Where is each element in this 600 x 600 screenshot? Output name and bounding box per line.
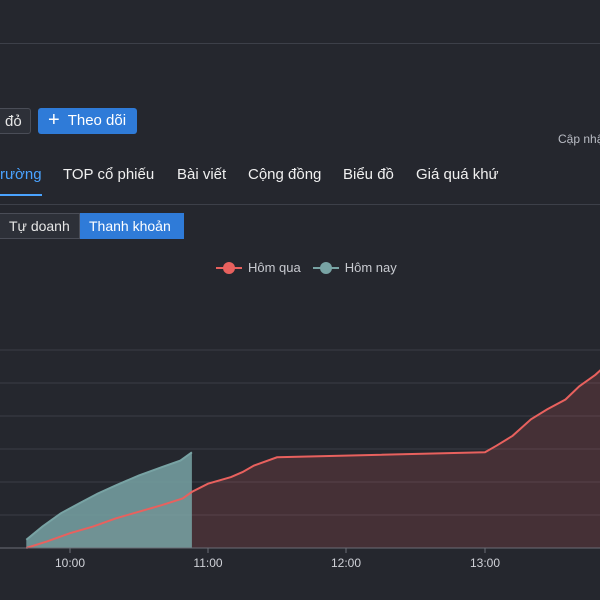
subtab-liquidity[interactable]: Thanh khoản (80, 213, 184, 239)
active-tab-indicator (0, 194, 42, 196)
top-bar (0, 0, 600, 44)
x-tick-label: 12:00 (331, 556, 361, 570)
x-tick-label: 11:00 (193, 556, 222, 570)
legend-yesterday[interactable]: Hôm qua (216, 260, 301, 275)
x-tick-label: 10:00 (55, 556, 85, 570)
follow-button[interactable]: + Theo dõi (38, 108, 137, 134)
x-tick-label: 13:00 (470, 556, 500, 570)
legend-today[interactable]: Hôm nay (312, 260, 397, 275)
tab-market[interactable]: rường (0, 166, 42, 183)
action-row: đỏ + Theo dõi (0, 108, 600, 136)
subtab-proprietary[interactable]: Tự doanh (0, 213, 80, 239)
partial-button[interactable]: đỏ (0, 108, 31, 134)
tab-articles[interactable]: Bài viết (177, 166, 227, 183)
legend-today-label: Hôm nay (344, 260, 397, 275)
partial-button-label: đỏ (5, 113, 22, 130)
series-line-1[interactable] (25, 451, 193, 541)
plus-icon: + (48, 109, 60, 131)
tab-charts[interactable]: Biểu đồ (343, 166, 394, 183)
x-axis: 10:00 11:00 12:00 13:00 (0, 547, 600, 570)
series-line-0[interactable] (25, 367, 600, 549)
tab-past-prices[interactable]: Giá quá khứ (416, 166, 499, 183)
chart-lines (25, 367, 600, 549)
updated-timestamp: Cập nhậ (558, 132, 600, 146)
tab-community[interactable]: Cộng đồng (248, 166, 322, 183)
liquidity-chart: 10:00 11:00 12:00 13:00 (0, 349, 600, 570)
legend-yesterday-label: Hôm qua (248, 260, 301, 275)
legend-today-marker-icon (312, 261, 339, 274)
main-tabs: rường TOP cổ phiếu Bài viết Cộng đồng Bi… (0, 160, 600, 205)
series-area-1 (26, 452, 192, 548)
legend-yesterday-marker-icon (216, 261, 242, 274)
tab-top-stocks[interactable]: TOP cổ phiếu (63, 166, 155, 183)
follow-button-label: Theo dõi (67, 112, 127, 129)
chart-legend: Hôm qua Hôm nay (216, 260, 409, 275)
